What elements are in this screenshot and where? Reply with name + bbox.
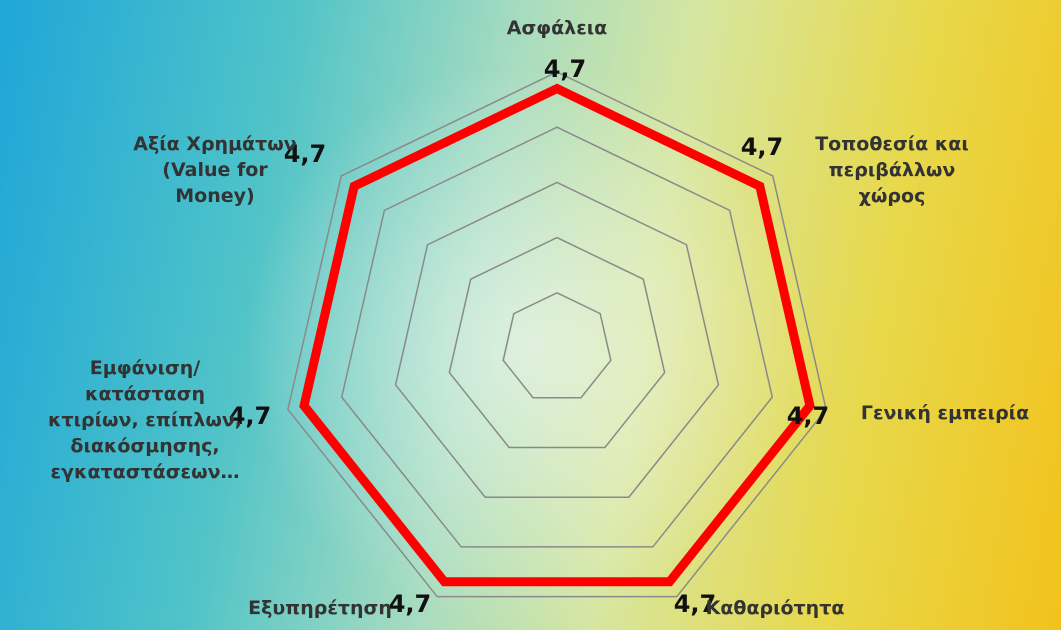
series-line bbox=[304, 89, 810, 582]
chart: 4,74,74,74,74,74,74,7 Ασφάλεια Τοποθεσία … bbox=[0, 0, 1061, 630]
category-label: Γενική εμπειρία bbox=[805, 400, 1061, 426]
grid-ring bbox=[503, 293, 611, 398]
category-label: Καθαριότητα bbox=[635, 595, 915, 621]
category-label: Εξυπηρέτηση bbox=[180, 595, 460, 621]
value-label: 4,7 bbox=[544, 55, 587, 83]
category-label: Εμφάνιση/ κατάσταση κτιρίων, επίπλων, δι… bbox=[5, 355, 285, 485]
grid-ring bbox=[396, 182, 719, 497]
category-label: Τοποθεσία και περιβάλλων χώρος bbox=[752, 131, 1032, 209]
grid-ring bbox=[449, 238, 664, 448]
category-label: Αξία Χρημάτων (Value for Money) bbox=[75, 131, 355, 209]
radar: 4,74,74,74,74,74,74,7 bbox=[0, 0, 1061, 630]
category-label: Ασφάλεια bbox=[417, 15, 697, 41]
